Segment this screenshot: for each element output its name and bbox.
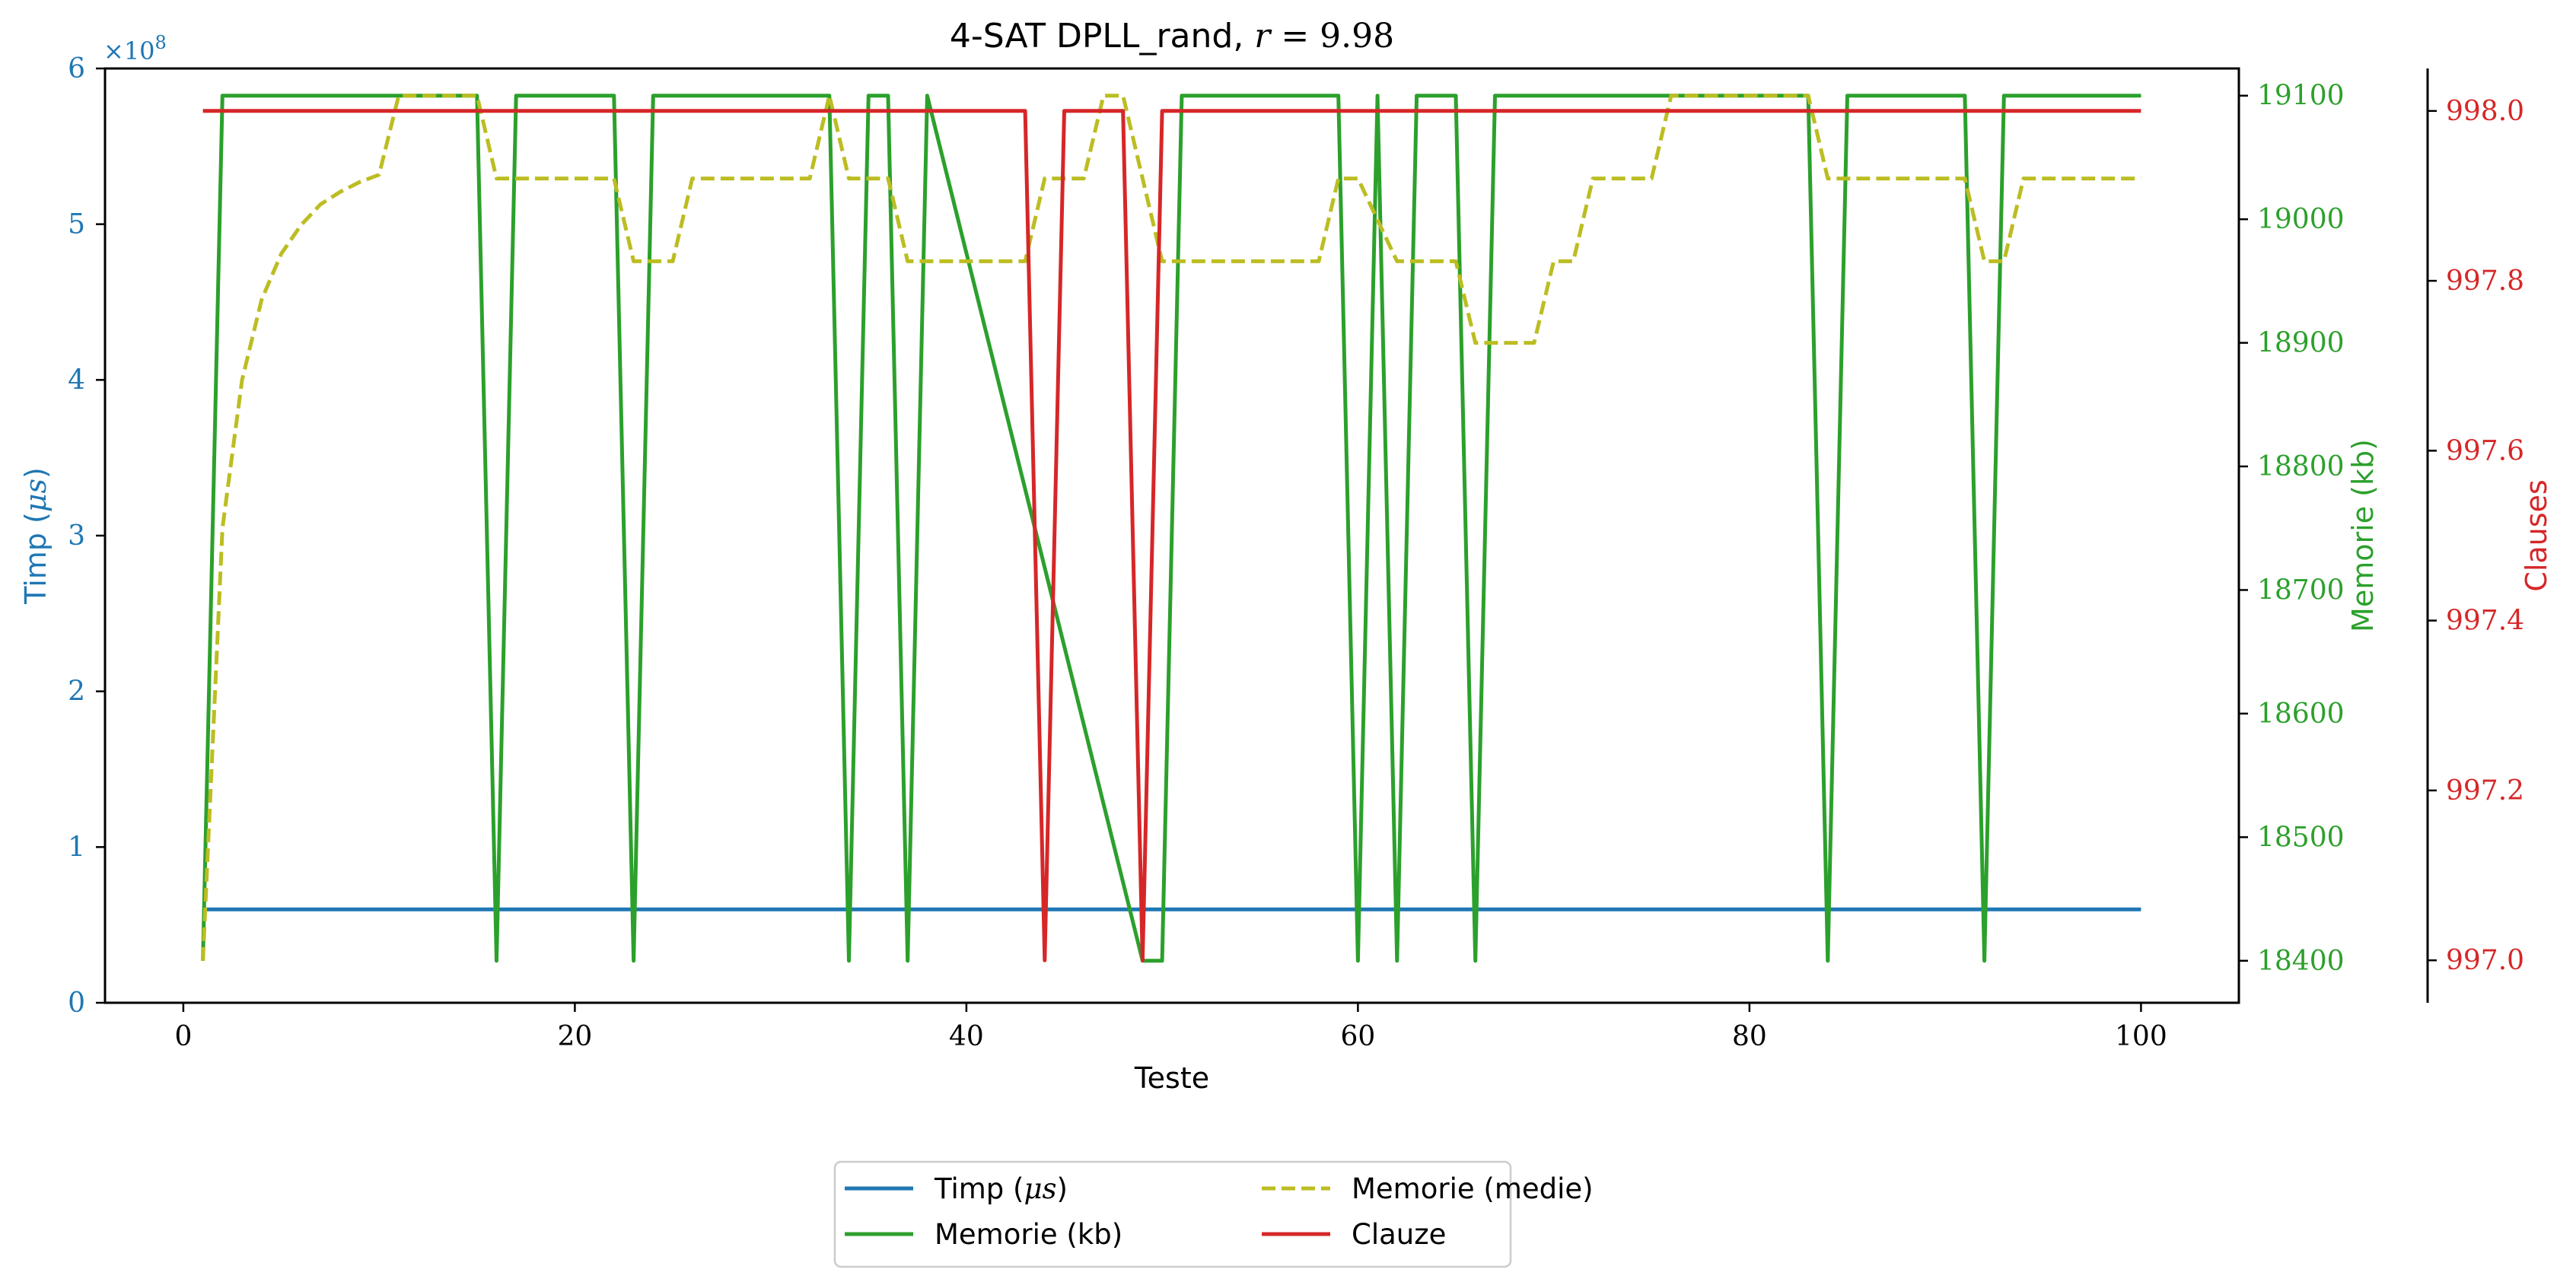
far-right-tick-label: 997.8 (2446, 266, 2524, 297)
right-tick-label: 18400 (2257, 946, 2345, 977)
x-tick-label: 20 (557, 1021, 592, 1052)
left-tick-label: 5 (68, 209, 85, 240)
plot-area (201, 94, 2141, 963)
x-tick-label: 40 (949, 1021, 984, 1052)
legend: Timp (μs) Memorie (medie) Memorie (kb) Clau… (833, 1160, 1594, 1268)
far-right-axis-label: Clauses (2520, 479, 2553, 591)
x-tick-label: 0 (174, 1021, 192, 1052)
left-tick-label: 1 (68, 832, 85, 863)
left-tick-label: 6 (68, 53, 85, 84)
title-variable: r (1254, 17, 1272, 56)
right-tick-label: 18800 (2257, 451, 2345, 482)
right-tick-label: 18500 (2257, 822, 2345, 853)
x-tick-label: 60 (1340, 1021, 1375, 1052)
right-tick-label: 18700 (2257, 574, 2345, 606)
right-tick-label: 18900 (2257, 328, 2345, 359)
left-tick-label: 0 (68, 988, 85, 1019)
series-line-clauze (202, 109, 2141, 962)
right-axis-label: Memorie (kb) (2346, 439, 2380, 632)
series-line-memorie-medie (201, 94, 2141, 961)
right-tick-label: 18600 (2257, 698, 2345, 730)
axes: 0 20 40 60 80 100 Teste 0 1 2 3 4 5 6 ×108 Timp (μs) 184… (19, 32, 2553, 1095)
legend-label: Memorie (kb) (935, 1218, 1122, 1251)
title-prefix: 4-SAT DPLL_rand, (950, 17, 1254, 56)
left-axis-multiplier: ×108 (103, 32, 167, 65)
right-tick-label: 19100 (2257, 81, 2345, 112)
far-right-tick-label: 997.6 (2446, 435, 2524, 466)
x-tick-label: 80 (1732, 1021, 1767, 1052)
far-right-tick-label: 998.0 (2446, 96, 2524, 127)
x-tick-label: 100 (2115, 1021, 2167, 1052)
far-right-tick-label: 997.0 (2446, 945, 2524, 976)
legend-label: Memorie (medie) (1352, 1172, 1594, 1205)
chart-title: 4-SAT DPLL_rand, r = 9.98 (950, 17, 1394, 56)
left-axis-label: Timp (μs) (19, 467, 53, 605)
series-line-memorie-kb (201, 94, 2141, 963)
legend-box (833, 1160, 1512, 1268)
legend-label: Clauze (1352, 1218, 1446, 1251)
left-tick-label: 3 (68, 520, 85, 552)
far-right-tick-label: 997.2 (2446, 775, 2524, 806)
title-value: = 9.98 (1270, 17, 1394, 56)
left-tick-label: 4 (68, 364, 85, 396)
legend-label: Timp (μs) (934, 1172, 1068, 1205)
left-tick-label: 2 (68, 676, 85, 708)
x-axis-label: Teste (1134, 1061, 1209, 1095)
right-tick-label: 19000 (2257, 204, 2345, 235)
far-right-tick-label: 997.4 (2446, 606, 2524, 637)
